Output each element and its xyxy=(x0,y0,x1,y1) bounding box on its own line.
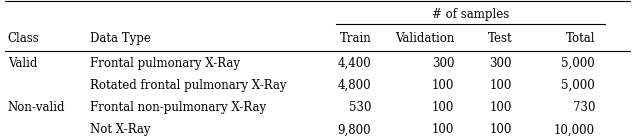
Text: # of samples: # of samples xyxy=(432,8,509,21)
Text: Data Type: Data Type xyxy=(90,32,150,45)
Text: Frontal pulmonary X-Ray: Frontal pulmonary X-Ray xyxy=(90,57,239,70)
Text: Test: Test xyxy=(488,32,512,45)
Text: 300: 300 xyxy=(490,57,512,70)
Text: 10,000: 10,000 xyxy=(554,123,595,136)
Text: 5,000: 5,000 xyxy=(561,79,595,92)
Text: Valid: Valid xyxy=(8,57,37,70)
Text: 100: 100 xyxy=(490,101,512,114)
Text: Frontal non-pulmonary X-Ray: Frontal non-pulmonary X-Ray xyxy=(90,101,266,114)
Text: 100: 100 xyxy=(432,123,454,136)
Text: 530: 530 xyxy=(349,101,371,114)
Text: Class: Class xyxy=(8,32,40,45)
Text: Train: Train xyxy=(339,32,371,45)
Text: 100: 100 xyxy=(490,79,512,92)
Text: 4,400: 4,400 xyxy=(337,57,371,70)
Text: 5,000: 5,000 xyxy=(561,57,595,70)
Text: 100: 100 xyxy=(432,101,454,114)
Text: 100: 100 xyxy=(490,123,512,136)
Text: Total: Total xyxy=(566,32,595,45)
Text: Non-valid: Non-valid xyxy=(8,101,65,114)
Text: Validation: Validation xyxy=(395,32,454,45)
Text: 730: 730 xyxy=(573,101,595,114)
Text: 4,800: 4,800 xyxy=(337,79,371,92)
Text: 300: 300 xyxy=(432,57,454,70)
Text: 9,800: 9,800 xyxy=(337,123,371,136)
Text: Rotated frontal pulmonary X-Ray: Rotated frontal pulmonary X-Ray xyxy=(90,79,286,92)
Text: 100: 100 xyxy=(432,79,454,92)
Text: Not X-Ray: Not X-Ray xyxy=(90,123,150,136)
